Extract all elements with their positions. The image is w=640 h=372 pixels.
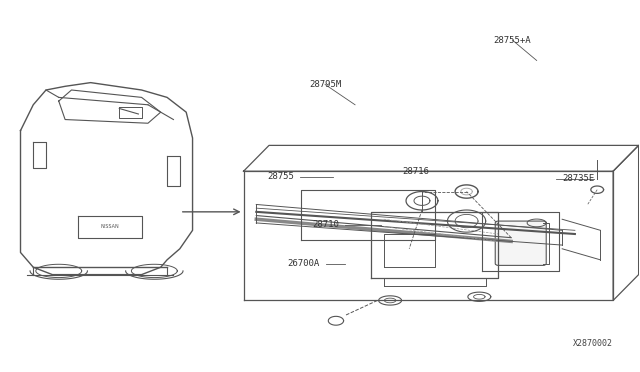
Text: 28795M: 28795M — [309, 80, 341, 89]
Text: 28716: 28716 — [402, 167, 429, 176]
Text: 28755: 28755 — [267, 172, 294, 181]
Text: 28735E: 28735E — [562, 174, 595, 183]
Text: X2870002: X2870002 — [573, 340, 613, 349]
FancyBboxPatch shape — [495, 221, 546, 265]
Text: NISSAN: NISSAN — [100, 224, 119, 229]
Text: 28755+A: 28755+A — [493, 36, 531, 45]
Text: 26700A: 26700A — [288, 259, 320, 268]
Text: 28710: 28710 — [312, 220, 339, 229]
